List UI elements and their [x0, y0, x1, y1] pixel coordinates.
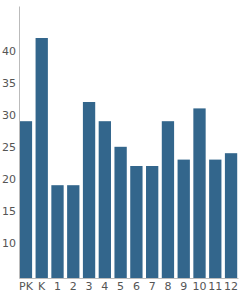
y-tick-label: 15 — [2, 205, 16, 218]
y-tick-label: 40 — [2, 45, 16, 58]
x-tick: 6 — [133, 278, 140, 293]
x-tick: 1 — [54, 278, 61, 293]
x-tick-label: 4 — [101, 280, 108, 293]
x-tick: 10 — [193, 278, 207, 293]
y-tick: 20 — [2, 173, 19, 186]
x-tick: 4 — [101, 278, 108, 293]
bar — [67, 185, 79, 278]
y-axis: 10 15 20 25 30 35 40 — [2, 7, 20, 279]
y-tick: 10 — [2, 237, 19, 250]
x-tick: PK — [19, 278, 34, 293]
y-tick-label: 30 — [2, 109, 16, 122]
x-tick: 7 — [149, 278, 156, 293]
bar — [162, 121, 174, 278]
x-tick-label: 10 — [193, 280, 207, 293]
y-tick-label: 25 — [2, 141, 16, 154]
x-tick-label: K — [38, 280, 46, 293]
chart: 10152025303540PKK123456789101112 — [0, 0, 240, 296]
x-tick: K — [38, 278, 46, 293]
x-tick: 12 — [224, 278, 238, 293]
x-tick-label: 7 — [149, 280, 156, 293]
x-tick: 2 — [70, 278, 77, 293]
x-tick-label: 3 — [86, 280, 93, 293]
bar — [36, 38, 48, 278]
bar — [83, 102, 95, 278]
x-tick-label: 8 — [164, 280, 171, 293]
y-tick: 35 — [2, 77, 19, 90]
x-tick: 11 — [208, 278, 222, 293]
bar — [114, 147, 126, 278]
x-tick-label: 6 — [133, 280, 140, 293]
y-tick: 25 — [2, 141, 19, 154]
bar — [209, 160, 221, 278]
bar — [178, 160, 190, 278]
x-tick-label: 11 — [208, 280, 222, 293]
bar — [51, 185, 63, 278]
bars — [20, 38, 237, 278]
bar — [130, 166, 142, 278]
bar — [225, 153, 237, 278]
x-tick-label: 2 — [70, 280, 77, 293]
x-tick-label: 1 — [54, 280, 61, 293]
y-tick-label: 10 — [2, 237, 16, 250]
y-tick-label: 35 — [2, 77, 16, 90]
x-tick: 3 — [86, 278, 93, 293]
x-tick-label: 12 — [224, 280, 238, 293]
y-tick: 40 — [2, 45, 19, 58]
x-tick-label: 5 — [117, 280, 124, 293]
x-tick-label: 9 — [180, 280, 187, 293]
y-tick: 30 — [2, 109, 19, 122]
y-tick-label: 20 — [2, 173, 16, 186]
bar — [99, 121, 111, 278]
y-tick: 15 — [2, 205, 19, 218]
x-tick: 8 — [164, 278, 171, 293]
plot: 10152025303540PKK123456789101112 — [2, 7, 239, 293]
x-axis: PKK123456789101112 — [19, 278, 238, 293]
x-tick: 9 — [180, 278, 187, 293]
bar — [146, 166, 158, 278]
x-tick-label: PK — [19, 280, 34, 293]
x-tick: 5 — [117, 278, 124, 293]
bar — [20, 121, 32, 278]
y-axis-line — [19, 7, 20, 279]
bar — [193, 108, 205, 278]
